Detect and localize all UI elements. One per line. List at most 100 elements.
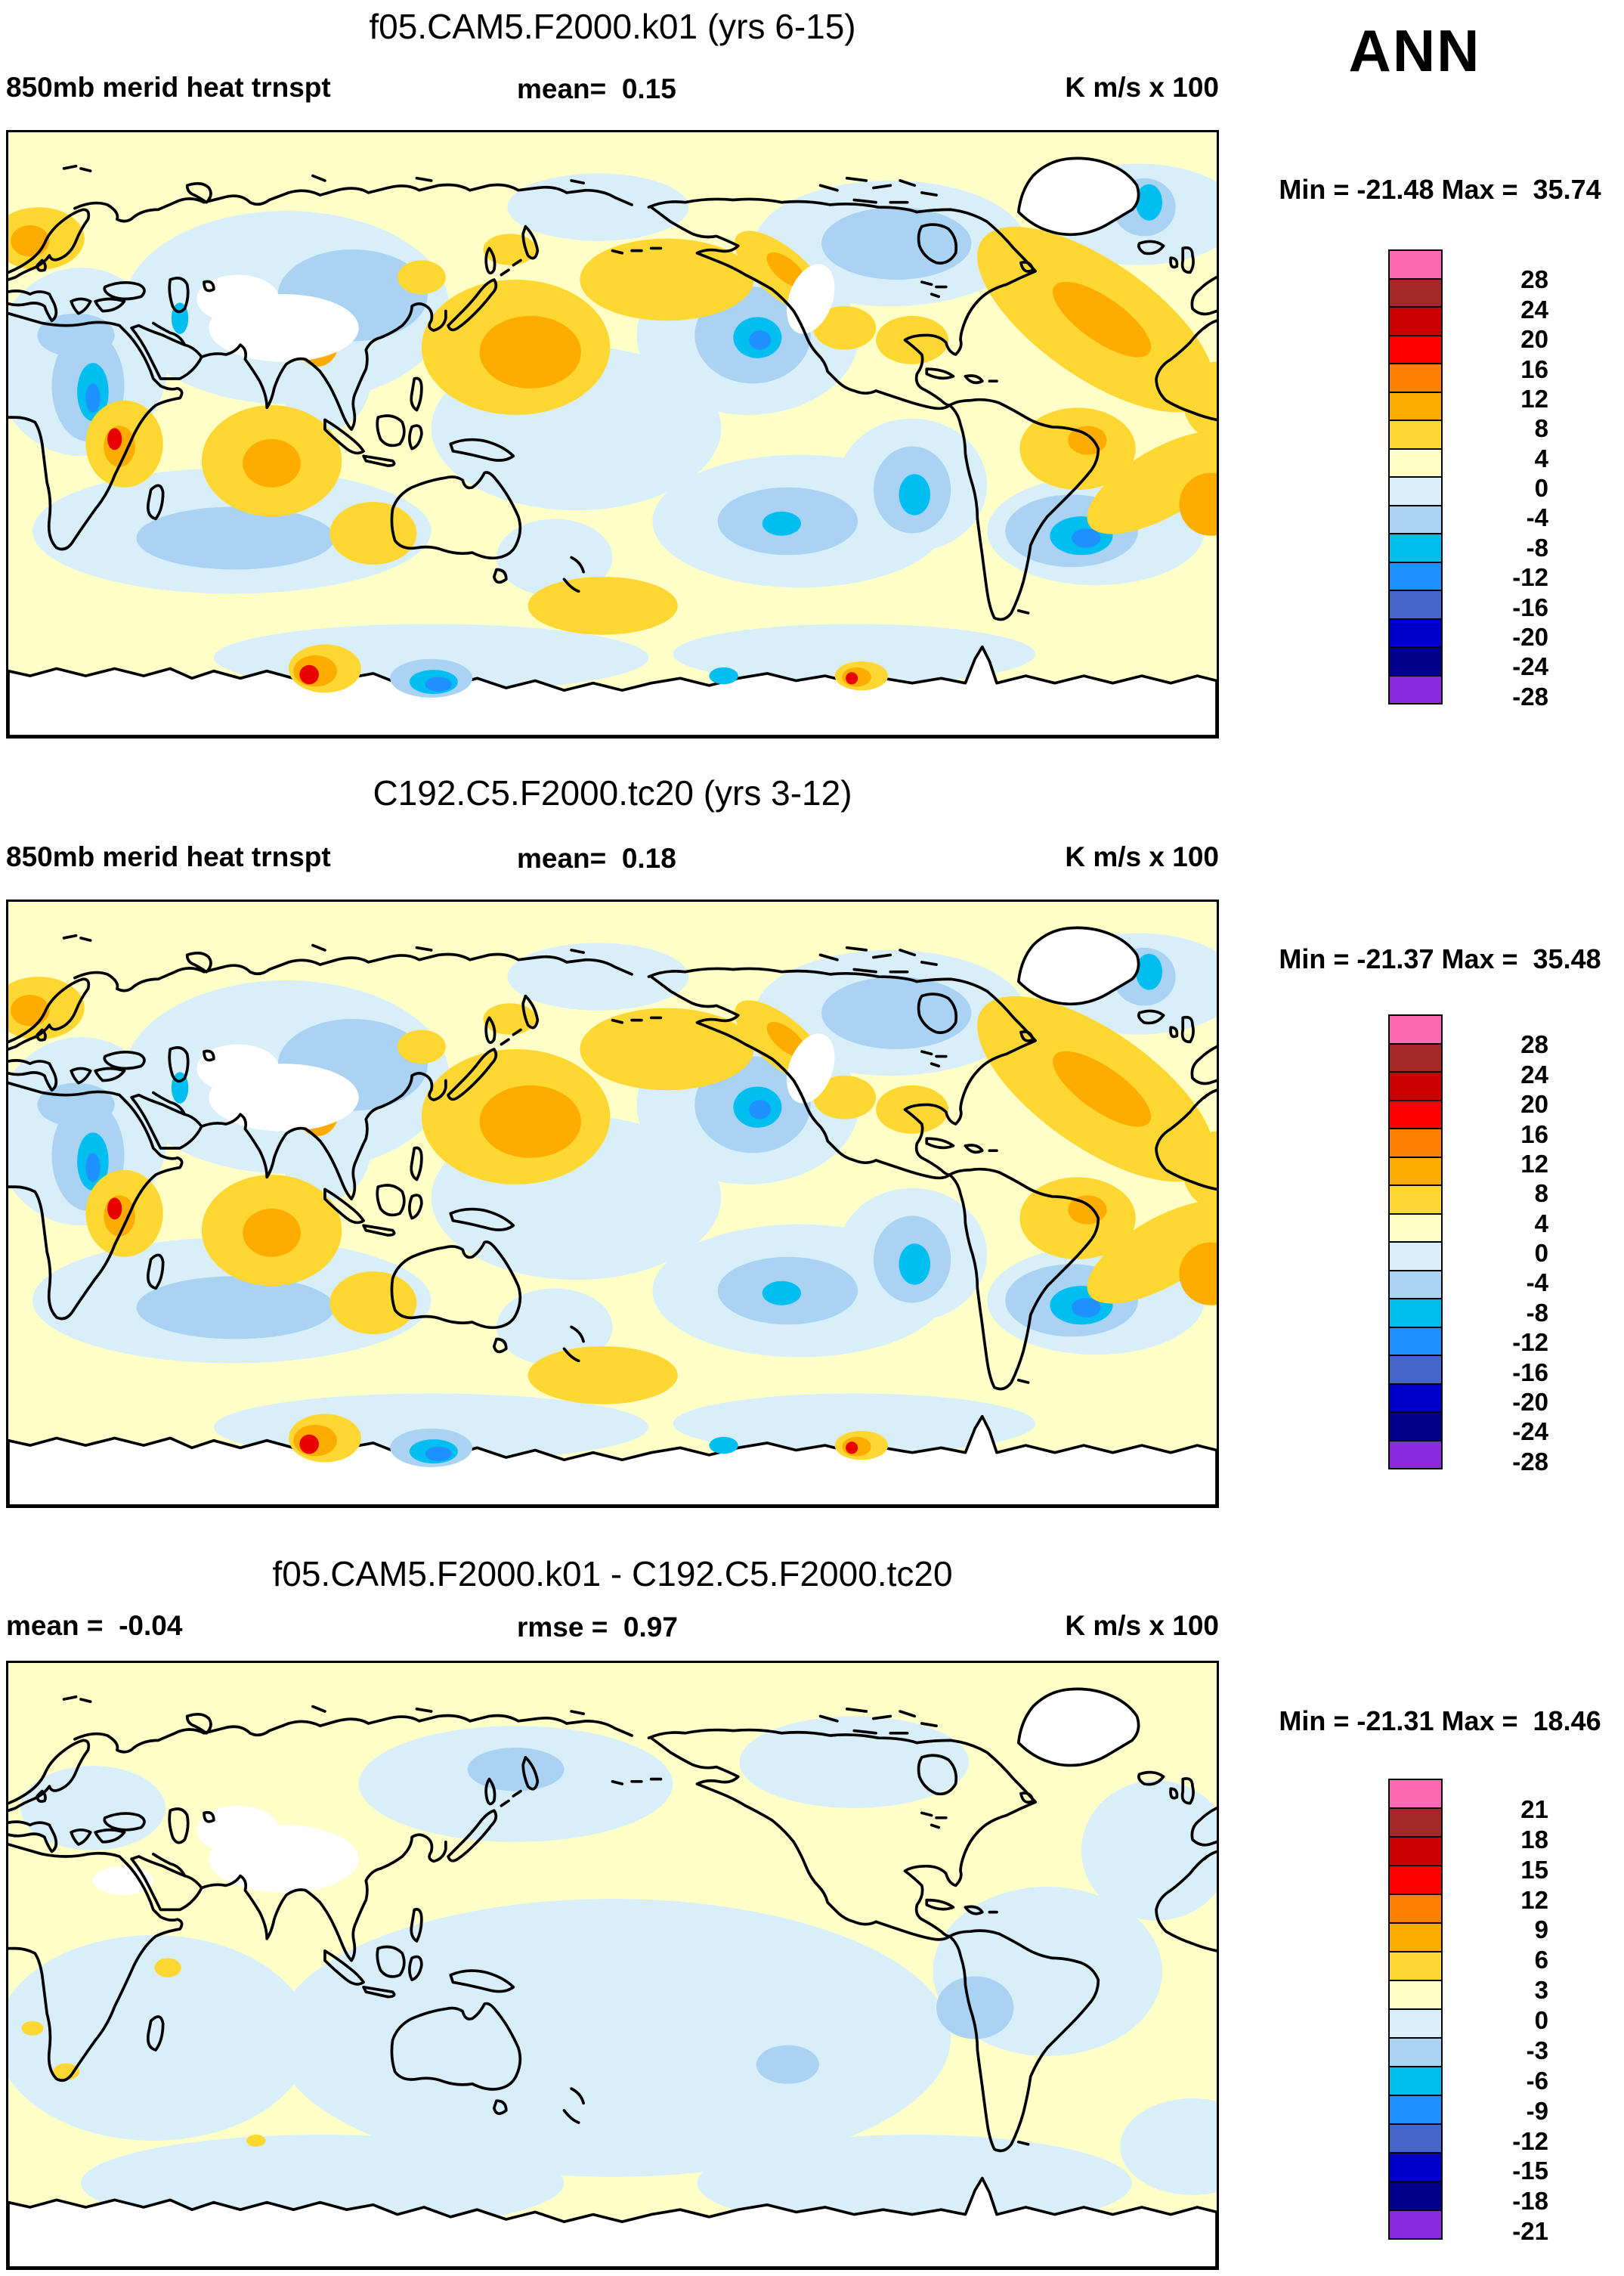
panel3-mean-stat: mean = -0.04 <box>6 1610 183 1641</box>
colorbar-swatch <box>1388 1212 1443 1243</box>
colorbar-tick-label: 0 <box>1534 2006 1548 2034</box>
colorbar-tick-label: -28 <box>1512 1447 1548 1476</box>
panel1-title: f05.CAM5.F2000.k01 (yrs 6-15) <box>369 7 856 46</box>
colorbar-swatch <box>1388 2066 1443 2096</box>
colorbar-tick-label: 20 <box>1520 325 1548 354</box>
colorbar-swatch <box>1388 2181 1443 2211</box>
colorbar-swatch <box>1388 1269 1443 1299</box>
colorbar-swatch <box>1388 334 1443 364</box>
colorbar-tick-label: 6 <box>1534 1946 1548 1974</box>
colorbar-tick-label: 0 <box>1534 1239 1548 1267</box>
colorbar-swatch <box>1388 590 1443 620</box>
panel3-rmse-stat: rmse = 0.97 <box>517 1612 678 1643</box>
panel1-variable-label: 850mb merid heat trnspt <box>6 72 331 103</box>
season-label: ANN <box>1348 17 1481 84</box>
panel1-minmax: Min = -21.48 Max = 35.74 <box>1279 174 1601 205</box>
colorbar-swatch <box>1388 2008 1443 2039</box>
colorbar-tick-label: -6 <box>1526 2066 1548 2095</box>
colorbar-swatch <box>1388 2095 1443 2125</box>
colorbar-swatch <box>1388 1128 1443 1158</box>
colorbar-swatch <box>1388 1836 1443 1866</box>
colorbar-tick-label: 4 <box>1534 444 1548 472</box>
colorbar-tick-label: -12 <box>1512 2126 1548 2155</box>
colorbar-tick-label: -4 <box>1526 503 1548 532</box>
colorbar-tick-label: 20 <box>1520 1090 1548 1119</box>
colorbar-swatch <box>1388 504 1443 534</box>
colorbar-tick-label: -24 <box>1512 1417 1548 1446</box>
colorbar-swatch <box>1388 277 1443 308</box>
colorbar-tick-label: -3 <box>1526 2036 1548 2064</box>
colorbar-tick-label: -21 <box>1512 2217 1548 2246</box>
colorbar-tick-label: 21 <box>1520 1794 1548 1823</box>
colorbar-tick-label: 8 <box>1534 414 1548 443</box>
colorbar-swatch <box>1388 2209 1443 2240</box>
colorbar-swatch <box>1388 674 1443 704</box>
panel3-colorbar: 21 18 15 12 9 6 3 0 -3 -6 -9 -12 -15 -18 -21 <box>1388 1779 1585 2246</box>
colorbar-swatch <box>1388 2152 1443 2182</box>
colorbar-swatch <box>1388 363 1443 393</box>
colorbar-tick-label: -12 <box>1512 563 1548 592</box>
panel2-colorbar: 28 24 20 16 12 8 4 0 -4 -8 -12 -16 -20 -24 -28 <box>1388 1014 1585 1474</box>
colorbar-tick-label: 12 <box>1520 1149 1548 1178</box>
colorbar-swatch <box>1388 533 1443 563</box>
colorbar-swatch <box>1388 561 1443 591</box>
colorbar-swatch <box>1388 1071 1443 1101</box>
colorbar-tick-label: 16 <box>1520 355 1548 383</box>
panel2-title: C192.C5.F2000.tc20 (yrs 3-12) <box>373 773 852 813</box>
panel3-units-label: K m/s x 100 <box>1065 1610 1219 1641</box>
world-map-1 <box>8 132 1217 736</box>
colorbar-swatch <box>1388 1383 1443 1413</box>
colorbar-swatch <box>1388 391 1443 421</box>
colorbar-swatch <box>1388 420 1443 450</box>
colorbar-tick-label: 24 <box>1520 295 1548 324</box>
colorbar-swatch <box>1388 2123 1443 2154</box>
panel2-mean-stat: mean= 0.18 <box>517 843 676 874</box>
colorbar-tick-label: 4 <box>1534 1209 1548 1237</box>
colorbar-tick-label: 12 <box>1520 384 1548 413</box>
colorbar-swatch <box>1388 476 1443 506</box>
colorbar-tick-label: -15 <box>1512 2157 1548 2185</box>
colorbar-swatch <box>1388 1980 1443 2010</box>
colorbar-swatch <box>1388 1951 1443 1981</box>
colorbar-tick-label: -4 <box>1526 1268 1548 1297</box>
colorbar-swatch <box>1388 646 1443 677</box>
panel1-colorbar: 28 24 20 16 12 8 4 0 -4 -8 -12 -16 -20 -24 -28 <box>1388 249 1585 709</box>
colorbar-tick-label: -8 <box>1526 533 1548 562</box>
colorbar-swatch <box>1388 1184 1443 1215</box>
panel2-variable-label: 850mb merid heat trnspt <box>6 841 331 872</box>
colorbar-swatch <box>1388 1241 1443 1271</box>
colorbar-tick-label: 18 <box>1520 1825 1548 1853</box>
colorbar-tick-label: 28 <box>1520 1030 1548 1059</box>
colorbar-swatch <box>1388 1014 1443 1045</box>
colorbar-tick-label: 8 <box>1534 1179 1548 1208</box>
colorbar-tick-label: -16 <box>1512 593 1548 621</box>
colorbar-tick-label: -24 <box>1512 652 1548 681</box>
panel1-mean-stat: mean= 0.15 <box>517 73 676 104</box>
panel2-units-label: K m/s x 100 <box>1065 841 1219 872</box>
colorbar-swatch <box>1388 1326 1443 1356</box>
colorbar-swatch <box>1388 1099 1443 1129</box>
colorbar-swatch <box>1388 618 1443 648</box>
world-map-2 <box>8 902 1217 1506</box>
panel1-units-label: K m/s x 100 <box>1065 72 1219 103</box>
colorbar-tick-label: -18 <box>1512 2187 1548 2216</box>
panel3-map <box>6 1661 1219 2270</box>
colorbar-tick-label: 12 <box>1520 1885 1548 1914</box>
colorbar-swatch <box>1388 1355 1443 1385</box>
colorbar-swatch <box>1388 1439 1443 1469</box>
colorbar-tick-label: -20 <box>1512 1387 1548 1416</box>
colorbar-tick-label: 3 <box>1534 1976 1548 2005</box>
colorbar-tick-label: 15 <box>1520 1855 1548 1884</box>
colorbar-tick-label: 16 <box>1520 1119 1548 1148</box>
colorbar-tick-label: 9 <box>1534 1915 1548 1944</box>
colorbar-tick-label: -8 <box>1526 1298 1548 1327</box>
colorbar-tick-label: 28 <box>1520 265 1548 294</box>
colorbar-tick-label: 24 <box>1520 1060 1548 1088</box>
colorbar-swatch <box>1388 1865 1443 1895</box>
colorbar-tick-label: -16 <box>1512 1358 1548 1386</box>
panel3-minmax: Min = -21.31 Max = 18.46 <box>1279 1705 1601 1736</box>
world-map-3 <box>8 1663 1217 2268</box>
colorbar-swatch <box>1388 1922 1443 1952</box>
colorbar-swatch <box>1388 447 1443 478</box>
colorbar-tick-label: -9 <box>1526 2096 1548 2125</box>
